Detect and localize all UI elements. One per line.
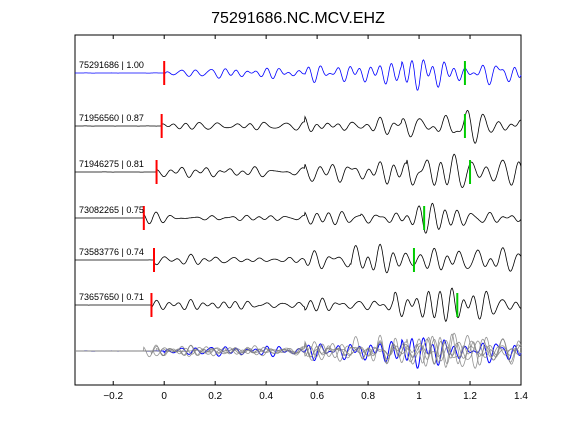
picks-layer bbox=[142, 61, 472, 317]
trace-waveform-73583776 bbox=[75, 243, 522, 274]
trace-label: 73583776 | 0.74 bbox=[79, 247, 144, 257]
trace-label: 73082265 | 0.75 bbox=[79, 205, 144, 215]
trace-waveform-73657650 bbox=[75, 287, 522, 323]
trace-waveform-71956560 bbox=[75, 109, 521, 144]
overlay-waveform-73657650 bbox=[75, 333, 522, 369]
x-tick-label: 0 bbox=[161, 391, 167, 402]
trace-labels: 75291686 | 1.00 71956560 | 0.87 71946275 |… bbox=[79, 60, 144, 302]
traces-layer bbox=[75, 59, 522, 323]
trace-label: 71956560 | 0.87 bbox=[79, 113, 144, 123]
x-tick-label: −0.2 bbox=[103, 391, 123, 402]
x-tick-label: 1 bbox=[416, 391, 422, 402]
trace-label: 71946275 | 0.81 bbox=[79, 159, 144, 169]
trace-waveform-73082265 bbox=[75, 202, 522, 234]
x-tick-label: 0.4 bbox=[259, 391, 273, 402]
plot-area-border bbox=[74, 34, 522, 386]
trace-label: 75291686 | 1.00 bbox=[79, 60, 144, 70]
trace-waveform-75291686 bbox=[75, 59, 522, 91]
trace-waveform-71946275 bbox=[75, 153, 522, 188]
chart-title: 75291686.NC.MCV.EHZ bbox=[211, 10, 385, 27]
trace-label: 73657650 | 0.71 bbox=[79, 292, 144, 302]
x-tick-label: 1.4 bbox=[514, 391, 528, 402]
x-tick-label: 0.6 bbox=[310, 391, 324, 402]
axes-frame bbox=[74, 34, 522, 386]
stack-overlay bbox=[75, 332, 522, 369]
x-tick-label: 1.2 bbox=[463, 391, 477, 402]
x-tick-label: 0.8 bbox=[361, 391, 375, 402]
x-axis-ticks: −0.2 0 0.2 0.4 0.6 0.8 1 1.2 1.4 bbox=[103, 35, 528, 402]
x-tick-label: 0.2 bbox=[208, 391, 222, 402]
